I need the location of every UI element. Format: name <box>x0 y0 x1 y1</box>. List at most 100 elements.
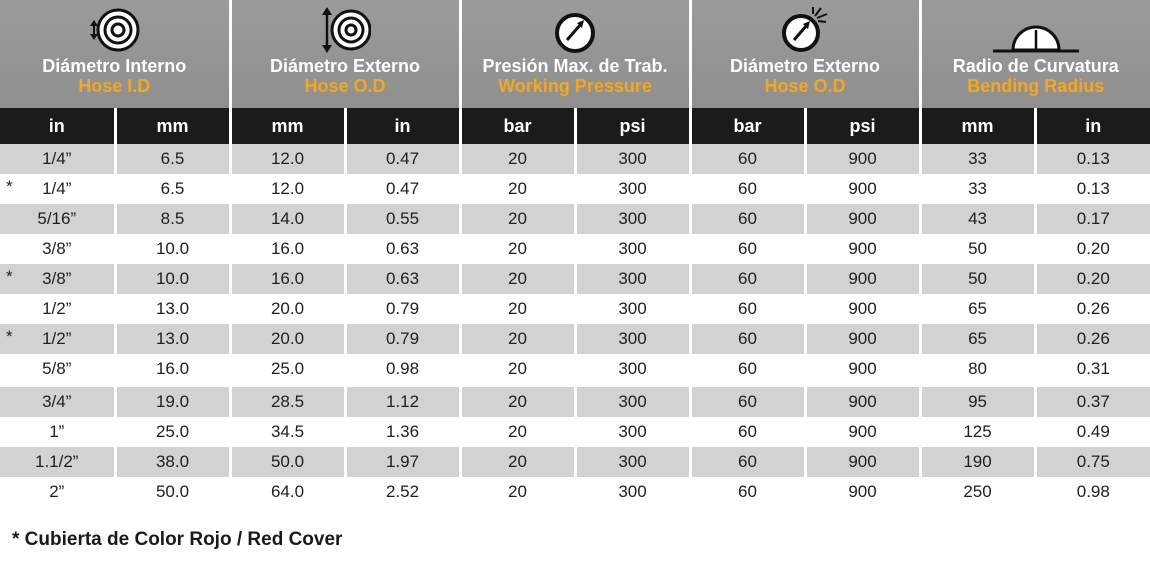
table-cell: 1.1/2” <box>0 447 115 477</box>
table-cell: 0.98 <box>343 354 461 386</box>
unit-header: bar <box>688 108 806 144</box>
table-cell: 0.26 <box>1033 294 1150 324</box>
table-cell: 20 <box>458 264 576 294</box>
footnote: * Cubierta de Color Rojo / Red Cover <box>12 529 343 550</box>
cell-value: 1/2” <box>42 329 72 348</box>
table-cell: 20 <box>458 204 576 234</box>
table-row: 1.1/2” 38.0 50.0 1.97 20 300 60 900 190 0.75 <box>0 447 1150 477</box>
cell-value: 0.63 <box>385 239 420 258</box>
table-cell: 60 <box>688 234 806 264</box>
table-cell: 2.52 <box>343 477 461 507</box>
cell-value: 20 <box>508 392 527 411</box>
cell-value: 60 <box>738 209 757 228</box>
cell-value: 20 <box>508 359 527 378</box>
group-header-burst: Diámetro Externo Hose O.D <box>688 0 921 108</box>
cell-value: 0.47 <box>385 149 420 168</box>
cell-value: 0.63 <box>385 269 420 288</box>
cell-value: 900 <box>848 239 877 258</box>
table-cell: 3/8” <box>0 234 115 264</box>
cell-value: 300 <box>618 359 647 378</box>
cell-value: 50.0 <box>155 482 190 501</box>
cell-value: 64.0 <box>270 482 305 501</box>
cell-value: 1” <box>49 422 65 441</box>
cell-value: 0.98 <box>385 359 420 378</box>
table-cell: 5/8” <box>0 354 115 386</box>
unit-header: mm <box>228 108 345 144</box>
table-cell: 1/2” <box>0 294 115 324</box>
table-cell: 60 <box>688 264 806 294</box>
table-cell: 0.98 <box>1033 477 1150 507</box>
cell-value: 300 <box>618 329 647 348</box>
group-title-en: Hose O.D <box>304 76 386 96</box>
table-cell: 33 <box>918 174 1036 204</box>
table-cell: 300 <box>573 324 691 354</box>
table-cell: 0.79 <box>343 294 461 324</box>
table-cell: 900 <box>803 477 921 507</box>
table-cell: 0.31 <box>1033 354 1150 386</box>
unit-header: in <box>343 108 461 144</box>
table-cell: 0.79 <box>343 324 461 354</box>
cell-value: 20 <box>508 329 527 348</box>
table-cell: 300 <box>573 234 691 264</box>
cell-value: 1.97 <box>385 452 420 471</box>
table-cell: 60 <box>688 324 806 354</box>
cell-value: 300 <box>618 239 647 258</box>
table-cell: 60 <box>688 144 806 174</box>
table-cell: 14.0 <box>228 204 345 234</box>
table-cell: 60 <box>688 384 806 417</box>
cell-value: 60 <box>738 179 757 198</box>
table-cell: 6.5 <box>113 174 230 204</box>
cell-value: 900 <box>848 422 877 441</box>
cell-value: 60 <box>738 482 757 501</box>
table-cell: 0.47 <box>343 174 461 204</box>
table-cell: 20 <box>458 354 576 386</box>
table-cell: 900 <box>803 174 921 204</box>
table-cell: 300 <box>573 384 691 417</box>
red-cover-marker: * <box>6 327 13 346</box>
group-title-en: Bending Radius <box>967 76 1105 96</box>
bending-radius-icon <box>992 25 1079 53</box>
cell-value: 20 <box>508 299 527 318</box>
group-title-es: Diámetro Interno <box>42 56 187 76</box>
table-cell: 300 <box>573 204 691 234</box>
table-cell: * 3/8” <box>0 264 115 294</box>
table-cell: 19.0 <box>113 384 230 417</box>
cell-value: 900 <box>848 299 877 318</box>
cell-value: 3/8” <box>42 239 72 258</box>
table-cell: 0.37 <box>1033 384 1150 417</box>
cell-value: 125 <box>963 422 992 441</box>
table-cell: 0.55 <box>343 204 461 234</box>
table-cell: 250 <box>918 477 1036 507</box>
cell-value: 34.5 <box>270 422 305 441</box>
table-cell: 900 <box>803 324 921 354</box>
cell-value: 300 <box>618 452 647 471</box>
table-row: 1/2” 13.0 20.0 0.79 20 300 60 900 65 0.26 <box>0 294 1150 324</box>
cell-value: 20 <box>508 209 527 228</box>
table-cell: 1/4” <box>0 144 115 174</box>
hose-spec-table: Diámetro Interno Hose I.D Diámetro Exter… <box>0 0 1150 507</box>
table-cell: 900 <box>803 417 921 447</box>
table-cell: 1.12 <box>343 384 461 417</box>
cell-value: 3/8” <box>42 269 72 288</box>
group-header-inner-diameter: Diámetro Interno Hose I.D <box>0 0 230 108</box>
unit-header-row: in mm mm in bar psi bar psi mm in <box>0 108 1150 144</box>
table-cell: 300 <box>573 417 691 447</box>
cell-value: 20 <box>508 422 527 441</box>
cell-value: 3/4” <box>42 392 72 411</box>
cell-value: 190 <box>963 452 992 471</box>
cell-value: 1/4” <box>42 179 72 198</box>
group-title-es: Diámetro Externo <box>269 56 421 76</box>
cell-value: 0.31 <box>1076 359 1110 378</box>
table-cell: 8.5 <box>113 204 230 234</box>
table-cell: 20.0 <box>228 294 345 324</box>
burst-gauge-icon <box>782 7 828 52</box>
table-row: 3/4” 19.0 28.5 1.12 20 300 60 900 95 0.37 <box>0 384 1150 417</box>
table-cell: 125 <box>918 417 1036 447</box>
cell-value: 900 <box>848 392 877 411</box>
group-title-en: Working Pressure <box>498 76 652 96</box>
cell-value: 20 <box>508 149 527 168</box>
table-cell: 20 <box>458 477 576 507</box>
cell-value: 16.0 <box>155 359 190 378</box>
cell-value: 20.0 <box>270 329 305 348</box>
table-cell: 16.0 <box>113 354 230 386</box>
